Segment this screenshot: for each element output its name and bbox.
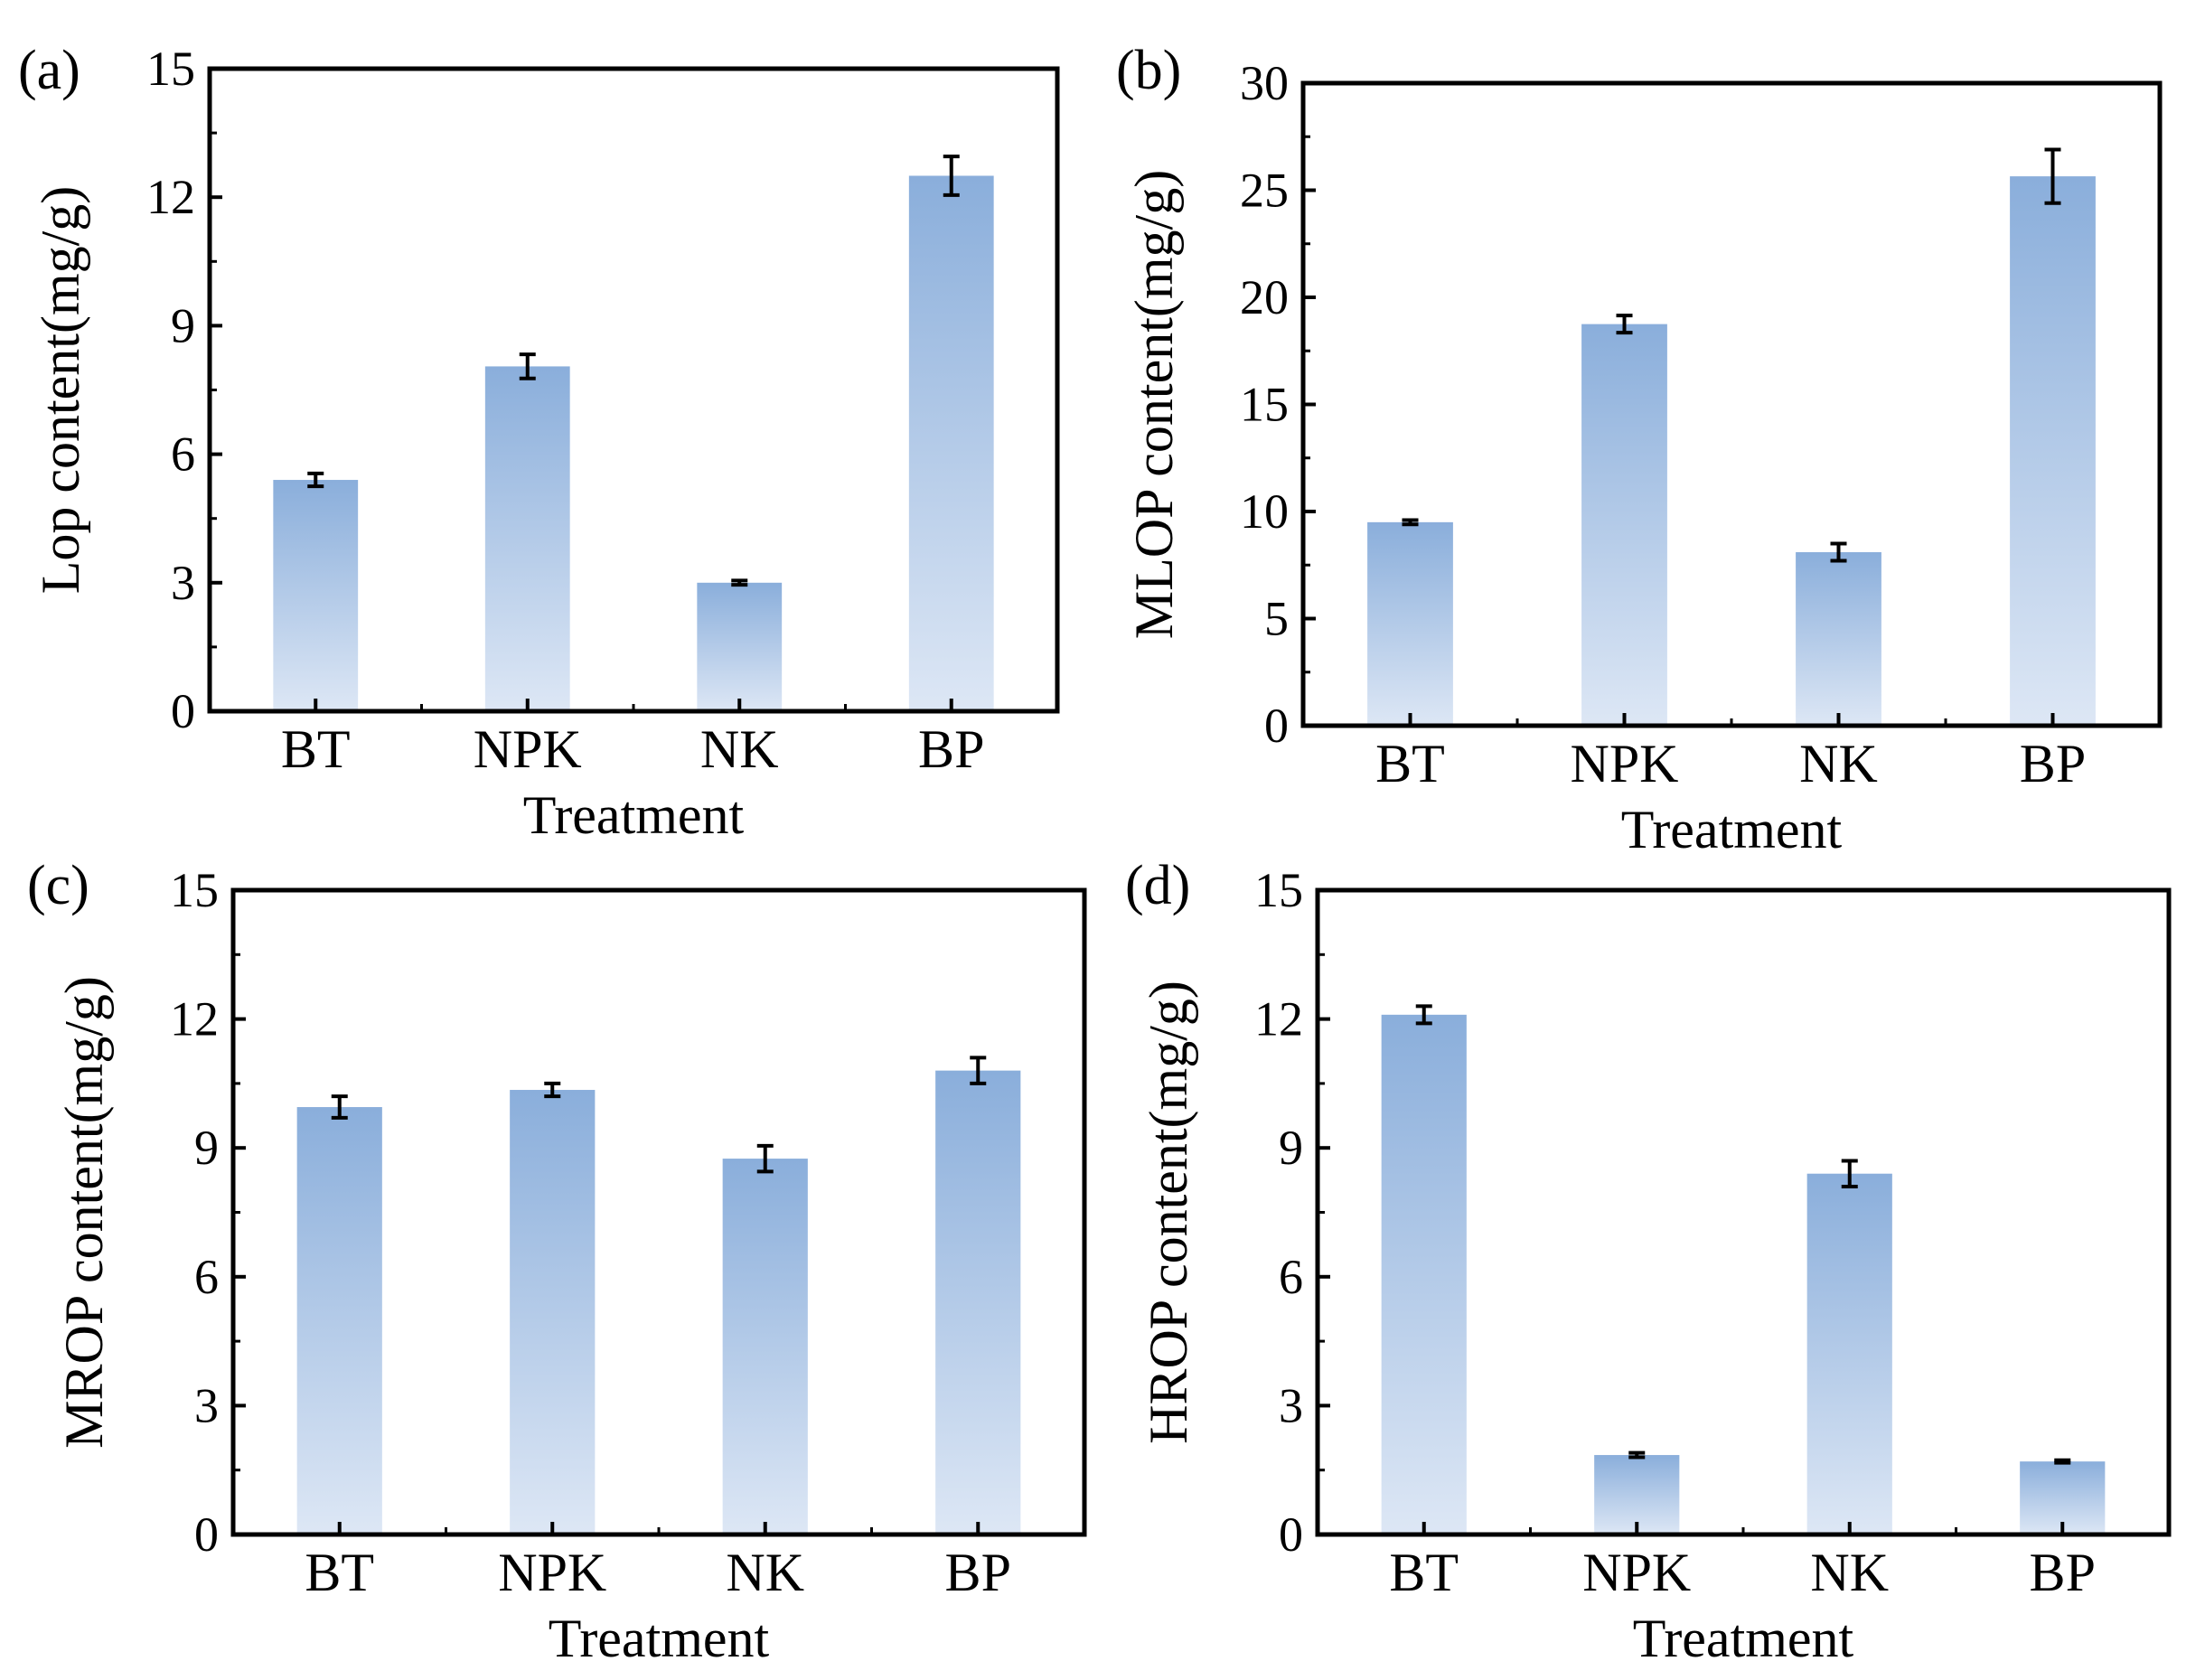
x-tick-label: BP (2020, 734, 2086, 793)
x-tick-label: BT (305, 1543, 374, 1602)
y-tick-label: 0 (1279, 1507, 1303, 1562)
y-tick-label: 0 (194, 1507, 219, 1562)
x-tick-label: NPK (1570, 734, 1678, 793)
y-tick-label: 0 (171, 684, 195, 738)
x-tick-label: NPK (1582, 1543, 1691, 1602)
bar-npk (510, 1090, 596, 1535)
panel-label: (b) (1116, 40, 1181, 101)
y-tick-label: 5 (1264, 592, 1289, 646)
panel-d: (d) 0 3 6 9 12 15 BT NPK NK BP Treatment HROP conten… (1125, 855, 2172, 1668)
x-tick-label: NPK (474, 719, 582, 779)
error-bar (731, 578, 748, 587)
y-tick-label: 15 (1240, 378, 1289, 432)
panel-a: (a) 0 3 6 9 12 15 BT NPK NK BP Treatment Lop content… (18, 40, 1060, 845)
error-bar (2054, 1458, 2071, 1465)
y-tick-label: 20 (1240, 270, 1289, 324)
error-bar (970, 1056, 987, 1085)
bar-npk (484, 366, 570, 711)
x-tick-label: NK (726, 1543, 804, 1602)
y-tick-label: 3 (1279, 1378, 1303, 1432)
x-axis-label: Treatment (1633, 1609, 1854, 1668)
bar-npk (1581, 324, 1667, 726)
y-tick-label: 9 (1279, 1121, 1303, 1175)
bar-bt (296, 1107, 382, 1535)
error-bar (1616, 314, 1633, 335)
y-tick-label: 30 (1240, 56, 1289, 110)
error-bar (756, 1143, 774, 1174)
x-tick-label: BT (281, 719, 351, 779)
error-bar (331, 1094, 348, 1120)
y-axis-label: MLOP content(mg/g) (1124, 170, 1184, 639)
y-tick-label: 0 (1264, 699, 1289, 753)
bar-nk (722, 1159, 808, 1535)
bar-bp (935, 1070, 1021, 1535)
x-tick-label: NK (700, 719, 779, 779)
bar-bt (1367, 521, 1453, 726)
x-tick-label: BT (1389, 1543, 1459, 1602)
y-tick-label: 15 (170, 863, 219, 917)
y-tick-label: 3 (171, 556, 195, 610)
y-tick-label: 6 (171, 427, 195, 482)
error-bar (544, 1081, 561, 1099)
y-axis-label: MROP content(mg/g) (54, 976, 114, 1449)
bar-bt (273, 480, 359, 711)
y-tick-label: 15 (1254, 863, 1303, 917)
bar-bp (2010, 176, 2096, 727)
bar-bp (908, 175, 994, 711)
y-tick-label: 25 (1240, 164, 1289, 218)
panel-b: (b) 0 5 10 15 20 25 30 BT NPK NK BP Treatment MLOP co… (1116, 40, 2163, 859)
x-tick-label: NK (1799, 734, 1878, 793)
bar-nk (1796, 552, 1881, 726)
panel-label: (d) (1125, 855, 1190, 916)
error-bar (1402, 518, 1419, 527)
panel-label: (a) (18, 40, 80, 101)
x-tick-label: BP (945, 1543, 1011, 1602)
x-axis-label: Treatment (1621, 800, 1843, 859)
y-axis-label: Lop content(mg/g) (31, 186, 90, 595)
error-bar (519, 352, 536, 380)
x-tick-label: BT (1375, 734, 1445, 793)
x-tick-label: NK (1810, 1543, 1889, 1602)
y-axis-label: HROP content(mg/g) (1139, 981, 1198, 1444)
y-tick-label: 12 (146, 170, 195, 224)
y-tick-label: 12 (1254, 992, 1303, 1046)
y-tick-label: 9 (171, 298, 195, 352)
x-axis-label: Treatment (549, 1609, 770, 1668)
bar-bt (1381, 1014, 1467, 1535)
y-tick-label: 10 (1240, 484, 1289, 539)
error-bar (943, 155, 960, 197)
error-bar (2044, 147, 2061, 205)
x-tick-label: BP (2030, 1543, 2096, 1602)
y-tick-label: 12 (170, 992, 219, 1046)
error-bar (1415, 1004, 1432, 1026)
x-axis-label: Treatment (523, 785, 745, 845)
error-bar (1841, 1159, 1858, 1188)
error-bar (1830, 541, 1847, 563)
y-tick-label: 6 (1279, 1250, 1303, 1304)
bar-nk (697, 582, 783, 711)
bar-nk (1806, 1173, 1892, 1535)
x-tick-label: NPK (498, 1543, 606, 1602)
y-tick-label: 9 (194, 1121, 219, 1175)
y-tick-label: 6 (194, 1250, 219, 1304)
bar-npk (1594, 1455, 1680, 1535)
panel-label: (c) (27, 855, 89, 916)
error-bar (307, 471, 324, 489)
x-tick-label: BP (918, 719, 984, 779)
panel-c: (c) 0 3 6 9 12 15 BT NPK NK BP Treatment MROP conten… (27, 855, 1087, 1668)
y-tick-label: 3 (194, 1378, 219, 1432)
y-tick-label: 15 (146, 42, 195, 96)
error-bar (1628, 1450, 1646, 1459)
